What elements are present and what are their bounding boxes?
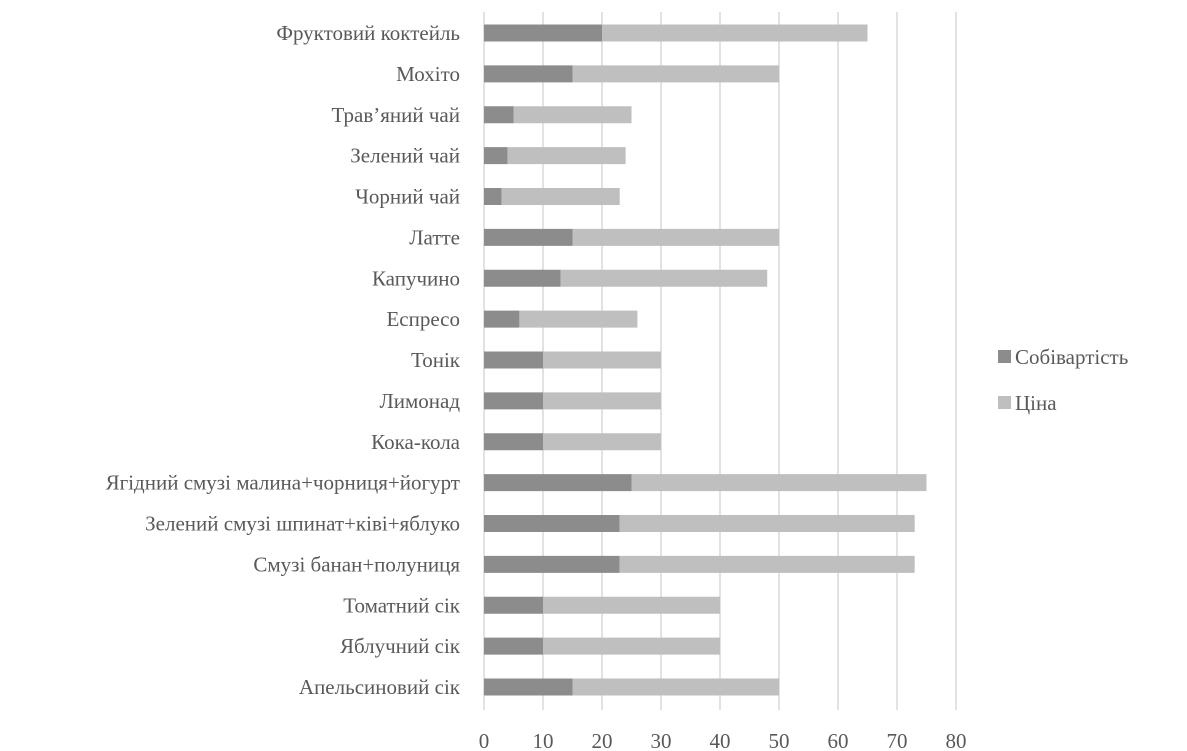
- category-label: Апельсиновий сік: [299, 675, 461, 699]
- category-label: Трав’яний чай: [331, 103, 460, 127]
- category-label: Мохіто: [396, 62, 460, 86]
- bar-cost: [484, 474, 632, 492]
- x-tick-label: 40: [710, 729, 731, 751]
- category-label: Кока-кола: [371, 430, 460, 454]
- bar-price: [543, 596, 720, 614]
- category-label: Капучино: [372, 266, 460, 290]
- bar-price: [543, 637, 720, 655]
- category-label: Томатний сік: [343, 593, 461, 617]
- category-label: Латте: [409, 225, 460, 249]
- bar-price: [619, 515, 915, 532]
- value-axis: 0 10 20 30 40 50 60 70 80: [479, 729, 967, 751]
- category-label: Фруктовий коктейль: [276, 21, 460, 45]
- bar-price: [631, 474, 927, 492]
- bar-cost: [484, 188, 502, 205]
- bar-price: [513, 106, 632, 124]
- category-label: Лимонад: [379, 389, 460, 413]
- x-tick-label: 30: [651, 729, 672, 751]
- legend-swatch: [998, 396, 1011, 409]
- x-tick-label: 80: [946, 729, 967, 751]
- bar-cost: [484, 392, 543, 410]
- category-label: Еспресо: [386, 307, 460, 331]
- category-label: Смузі банан+полуниця: [253, 552, 460, 576]
- category-label: Тонік: [411, 348, 461, 372]
- bar-price: [501, 188, 620, 205]
- bar-cost: [484, 596, 543, 614]
- bar-cost: [484, 228, 573, 246]
- x-tick-label: 20: [592, 729, 613, 751]
- x-tick-label: 10: [533, 729, 554, 751]
- bar-cost: [484, 555, 620, 573]
- x-tick-label: 50: [769, 729, 790, 751]
- bar-cost: [484, 637, 543, 655]
- bar-cost: [484, 147, 508, 165]
- bar-cost: [484, 106, 514, 124]
- bar-price: [543, 392, 661, 410]
- category-label: Ягідний смузі малина+чорниця+йогурт: [106, 471, 460, 495]
- x-tick-label: 70: [887, 729, 908, 751]
- category-label: Яблучний сік: [340, 634, 461, 658]
- bar-cost: [484, 515, 620, 532]
- bar-price: [619, 555, 915, 573]
- bar-cost: [484, 678, 573, 696]
- category-label: Зелений смузі шпинат+ківі+яблуко: [145, 512, 460, 536]
- bar-price: [572, 228, 779, 246]
- category-axis: Апельсиновий сік Яблучний сік Томатний сік…: [106, 21, 461, 699]
- bar-price: [572, 678, 779, 696]
- bar-cost: [484, 310, 520, 328]
- category-label: Зелений чай: [350, 144, 460, 168]
- legend-label: Ціна: [1015, 391, 1057, 415]
- bar-price: [543, 351, 661, 369]
- bar-price: [543, 433, 661, 451]
- category-label: Чорний чай: [355, 185, 460, 209]
- bar-cost: [484, 269, 561, 287]
- bar-cost: [484, 24, 602, 42]
- bar-price: [507, 147, 626, 165]
- x-tick-label: 0: [479, 729, 490, 751]
- x-tick-label: 60: [828, 729, 849, 751]
- bars: [484, 24, 927, 696]
- bar-cost: [484, 351, 543, 369]
- gridlines: [483, 12, 957, 710]
- legend-label: Собівартість: [1015, 345, 1128, 369]
- bar-cost: [484, 433, 543, 451]
- bar-price: [560, 269, 768, 287]
- legend: Собівартість Ціна: [998, 345, 1128, 415]
- legend-swatch: [998, 350, 1011, 363]
- bar-price: [572, 65, 779, 83]
- bar-price: [602, 24, 868, 42]
- bar-price: [519, 310, 638, 328]
- bar-cost: [484, 65, 573, 83]
